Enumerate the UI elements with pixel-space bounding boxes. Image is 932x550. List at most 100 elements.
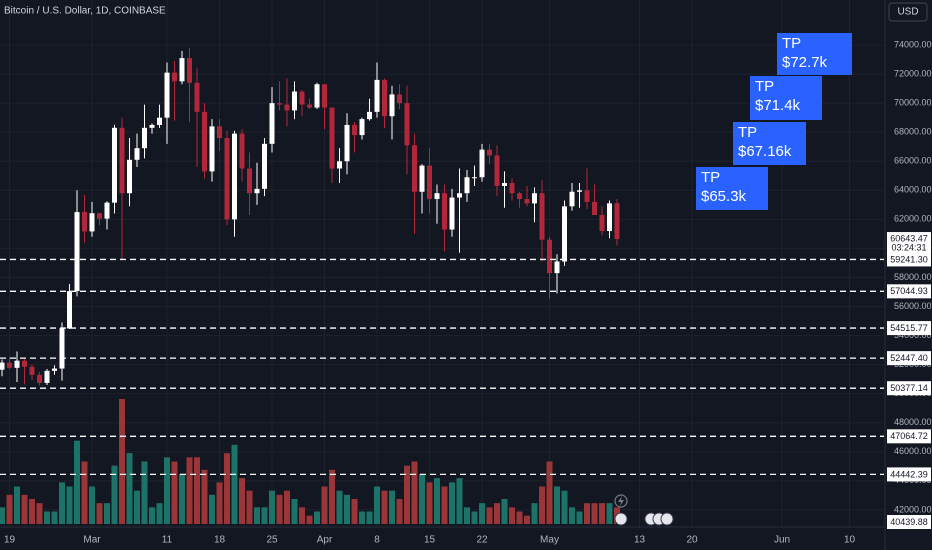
volume-bar <box>464 507 470 524</box>
candle-body <box>164 72 170 118</box>
candle-body <box>532 193 537 204</box>
event-icon <box>614 512 628 526</box>
y-tick-label: 74000.00 <box>894 39 932 49</box>
volume-bar <box>449 482 455 524</box>
volume-bar <box>216 482 223 524</box>
currency-box[interactable] <box>888 2 928 22</box>
candle-body <box>194 82 200 112</box>
volume-bar <box>239 478 245 524</box>
y-tick-label: 72000.00 <box>894 68 932 78</box>
target-box <box>750 76 822 120</box>
volume-bar <box>359 511 365 524</box>
candle-body <box>7 362 12 368</box>
y-tick-label: 68000.00 <box>894 127 932 137</box>
volume-bar <box>171 461 178 524</box>
candle-body <box>127 159 132 194</box>
candle-body <box>487 149 492 156</box>
volume-bar <box>209 494 215 524</box>
price-level-label: 59241.30 <box>890 254 928 264</box>
candle-body <box>442 193 447 230</box>
volume-bar <box>51 511 58 524</box>
volume-bar <box>134 490 140 524</box>
price-level-label: 57044.93 <box>890 286 928 296</box>
candle-body <box>14 360 20 368</box>
target-label: TP <box>738 124 757 141</box>
candle-body <box>614 203 620 240</box>
candle-body <box>284 104 290 111</box>
volume-bar <box>201 469 208 524</box>
candle-body <box>592 201 597 215</box>
candle-body <box>464 177 470 194</box>
candle-body <box>209 126 215 172</box>
volume-bar <box>516 511 523 524</box>
volume-bar <box>194 457 200 524</box>
volume-bar <box>539 486 545 524</box>
x-tick-label: 19 <box>4 535 16 546</box>
y-tick-label: 48000.00 <box>894 417 932 427</box>
candle-body <box>397 94 402 104</box>
candle-body <box>292 91 297 111</box>
target-label: TP <box>782 35 801 52</box>
volume-bar <box>186 457 193 524</box>
volume-bar <box>479 503 485 524</box>
candle-body <box>202 111 207 172</box>
price-level-label: 44442.39 <box>890 469 928 479</box>
candle-body <box>517 193 522 200</box>
candle-layer <box>0 47 620 386</box>
candle-body <box>97 213 102 219</box>
x-tick-label: May <box>540 535 559 546</box>
candle-body <box>74 212 80 292</box>
volume-bar <box>351 499 358 524</box>
volume-bar <box>486 507 493 524</box>
candle-body <box>329 107 335 169</box>
volume-bar <box>404 465 410 524</box>
candle-body <box>52 368 57 371</box>
volume-bar <box>366 511 373 524</box>
candle-body <box>157 117 162 125</box>
candle-body <box>419 165 425 192</box>
volume-bar <box>59 482 65 524</box>
x-tick-label: 20 <box>686 535 698 546</box>
event-icon <box>618 496 624 506</box>
x-tick-label: 11 <box>162 535 173 546</box>
candle-body <box>224 138 230 220</box>
price-level-tag <box>887 284 931 299</box>
volume-bar <box>29 499 35 524</box>
volume-bar <box>569 507 575 524</box>
candle-body <box>427 165 432 200</box>
last-price-tag <box>887 232 931 255</box>
candle-body <box>307 104 312 108</box>
volume-bar <box>291 499 298 524</box>
volume-bar <box>96 503 103 524</box>
candle-body <box>254 188 260 194</box>
target-label: TP <box>755 78 774 95</box>
currency[interactable]: USD <box>897 7 918 18</box>
candle-body <box>539 193 545 240</box>
candle-body <box>344 124 350 162</box>
price-level-tag <box>887 429 931 444</box>
axis-layer: 42000.0044000.0046000.0048000.0050000.00… <box>4 39 932 545</box>
price-level-label: 40439.88 <box>890 517 928 527</box>
candle-body <box>479 149 485 178</box>
candle-body <box>269 103 275 144</box>
volume-bar <box>254 507 260 524</box>
candle-body <box>569 191 575 207</box>
x-tick-label: 13 <box>634 535 646 546</box>
target-layer: TP $72.7k TP $71.4k TP $67.16k TP $65.3k <box>696 33 852 210</box>
volume-bar <box>374 486 380 524</box>
chart-title: Bitcoin / U.S. Dollar, 1D, COINBASE <box>4 6 166 17</box>
volume-bar <box>6 494 13 524</box>
volume-bar <box>119 399 125 524</box>
candle-body <box>547 239 552 274</box>
candle-body <box>449 197 455 230</box>
volume-bar <box>546 461 553 524</box>
candle-body <box>299 91 305 105</box>
volume-bar <box>306 515 313 524</box>
volume-bar <box>276 494 283 524</box>
volume-bar <box>389 490 395 524</box>
volume-bar <box>554 486 560 524</box>
candle-body <box>502 183 507 186</box>
candle-body <box>352 124 357 136</box>
candle-body <box>337 161 342 169</box>
